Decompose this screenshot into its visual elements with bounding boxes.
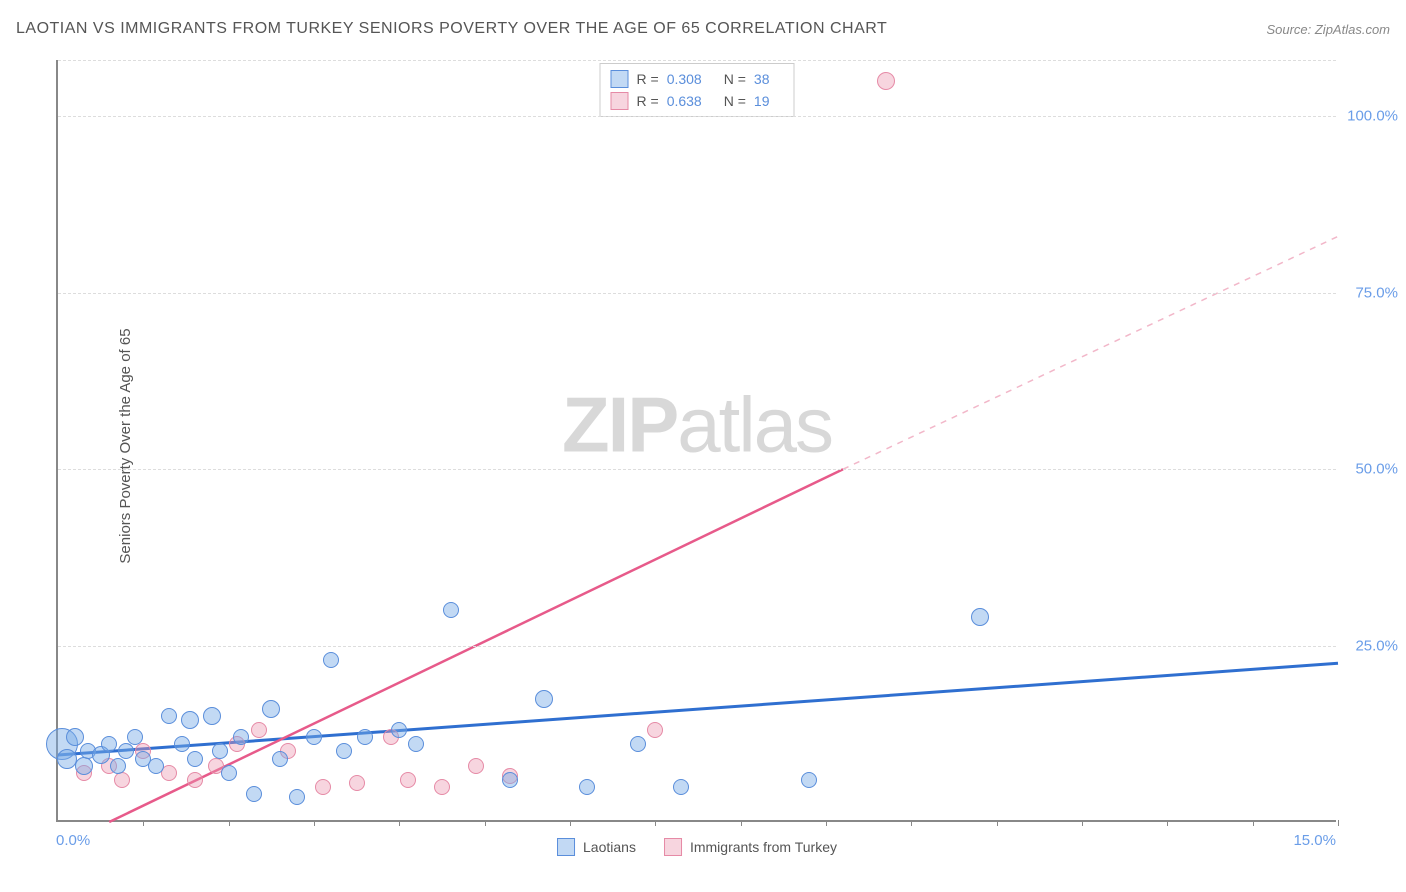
laotians-point [127,729,143,745]
x-tick-mark [485,820,486,826]
laotians-point [101,736,117,752]
laotians-point [246,786,262,802]
laotians-point [971,608,989,626]
swatch-laotians-bottom [557,838,575,856]
x-tick-mark [1167,820,1168,826]
turkey-point [647,722,663,738]
laotians-point [323,652,339,668]
legend-label-laotians: Laotians [583,839,636,855]
turkey-point [400,772,416,788]
turkey-point [315,779,331,795]
x-tick-mark [399,820,400,826]
gridline [58,293,1336,294]
x-tick-max: 15.0% [1293,832,1336,849]
legend-label-turkey: Immigrants from Turkey [690,839,837,855]
legend-stats: R = 0.308 N = 38 R = 0.638 N = 19 [600,63,795,117]
laotians-point [391,722,407,738]
gridline [58,116,1336,117]
turkey-point [187,772,203,788]
laotians-point [161,708,177,724]
laotians-point [233,729,249,745]
laotians-point [66,728,84,746]
laotians-point [306,729,322,745]
x-tick-mark [143,820,144,826]
laotians-point [221,765,237,781]
trend-lines [58,60,1336,820]
source-label: Source: ZipAtlas.com [1266,22,1390,37]
swatch-laotians [611,70,629,88]
laotians-point [187,751,203,767]
y-tick-label: 25.0% [1355,637,1398,654]
laotians-point [673,779,689,795]
laotians-point [289,789,305,805]
laotians-point [203,707,221,725]
x-tick-mark [1338,820,1339,826]
swatch-turkey [611,92,629,110]
gridline [58,469,1336,470]
laotians-point [212,743,228,759]
laotians-point [502,772,518,788]
turkey-point [434,779,450,795]
laotians-point [181,711,199,729]
x-tick-min: 0.0% [56,832,90,849]
x-tick-mark [1253,820,1254,826]
laotians-point [118,743,134,759]
turkey-point [349,775,365,791]
turkey-point [877,72,895,90]
laotians-point [262,700,280,718]
laotians-point [75,757,93,775]
x-tick-mark [997,820,998,826]
swatch-turkey-bottom [664,838,682,856]
x-tick-mark [655,820,656,826]
chart-title: LAOTIAN VS IMMIGRANTS FROM TURKEY SENIOR… [16,20,887,38]
x-tick-mark [741,820,742,826]
laotians-point [630,736,646,752]
laotians-point [174,736,190,752]
turkey-point [251,722,267,738]
x-tick-mark [229,820,230,826]
laotians-point [57,749,77,769]
laotians-point [336,743,352,759]
laotians-point [443,602,459,618]
laotians-point [579,779,595,795]
laotians-point [408,736,424,752]
x-tick-mark [826,820,827,826]
scatter-plot: ZIPatlas R = 0.308 N = 38 R = 0.638 N = … [56,60,1336,822]
gridline [58,646,1336,647]
laotians-point [357,729,373,745]
x-tick-mark [314,820,315,826]
turkey-point [114,772,130,788]
y-tick-label: 100.0% [1347,108,1398,125]
legend-series: Laotians Immigrants from Turkey [557,838,837,856]
x-tick-mark [1082,820,1083,826]
turkey-point [468,758,484,774]
laotians-point [801,772,817,788]
y-tick-label: 75.0% [1355,284,1398,301]
y-tick-label: 50.0% [1355,461,1398,478]
laotians-point [272,751,288,767]
gridline [58,60,1336,61]
laotians-point [535,690,553,708]
laotians-point [148,758,164,774]
x-tick-mark [911,820,912,826]
laotians-point [110,758,126,774]
x-tick-mark [570,820,571,826]
